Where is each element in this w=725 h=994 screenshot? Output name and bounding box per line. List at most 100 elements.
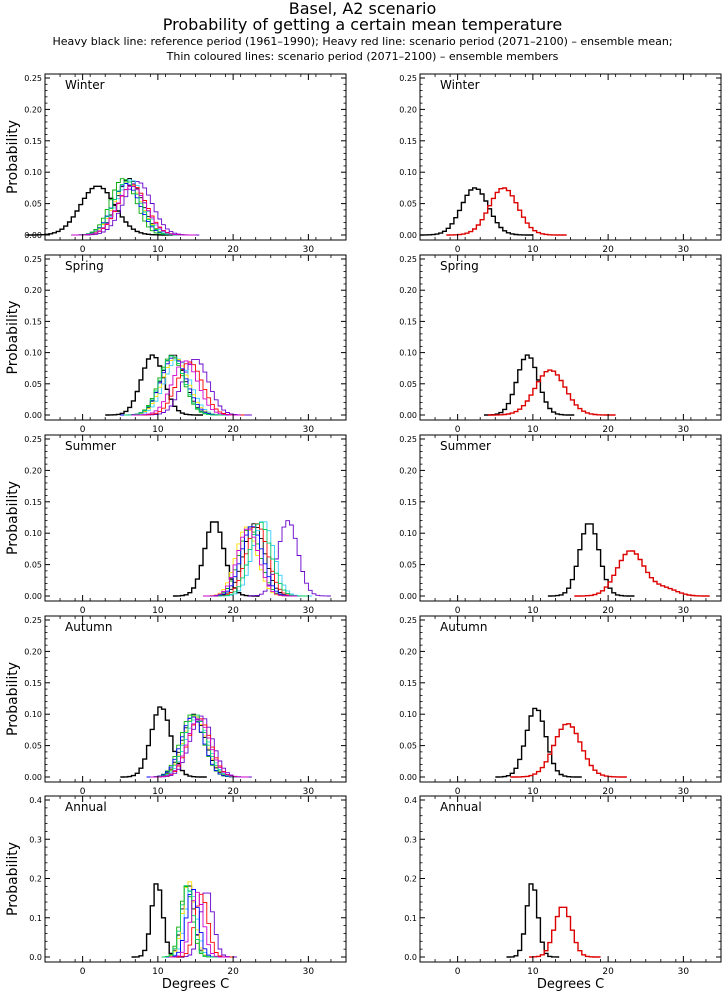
axes-frame-left-winter [44,73,347,241]
series-right-summer-reference-0 [547,523,635,597]
ytick-label-right-winter: 0.00 [399,231,417,240]
panel-right-summer: 0.00 0.05 0.10 0.15 0.20 0.25 0 10 20 30 Summer [399,434,722,616]
xtick-label-left-spring: 0 [80,425,86,435]
ytick-label-right-spring: 0.00 [399,411,417,420]
ytick-label-left-summer: 0.10 [24,529,42,538]
xtick-label-left-winter: 30 [303,245,315,255]
series-left-autumn-member-6 [154,718,249,778]
xlabel-left-annual: Degrees C [162,977,229,992]
xtick-label-left-winter: 0 [80,245,86,255]
xtick-label-right-winter: 10 [527,245,539,255]
ytick-label-left-spring: 0.25 [24,255,42,264]
series-left-summer-member-9 [203,528,298,597]
axes-frame-left-summer [44,434,347,602]
season-label-right-annual: Annual [440,800,482,814]
series-left-spring-member-5 [124,357,234,416]
season-label-right-winter: Winter [440,78,480,92]
ytick-label-right-spring: 0.05 [399,380,417,389]
ytick-label-right-autumn: 0.25 [399,616,417,625]
xtick-label-right-annual: 10 [527,967,539,977]
series-left-summer-member-2 [248,520,331,597]
xtick-label-left-winter: 10 [152,245,164,255]
ytick-label-left-annual: 0.0 [29,953,42,962]
figure-subtitle: Probability of getting a certain mean te… [162,15,563,34]
xtick-label-right-summer: 10 [527,606,539,616]
ytick-label-right-winter: 0.20 [399,105,417,114]
xtick-label-right-annual: 0 [455,967,461,977]
xtick-label-right-summer: 30 [678,606,690,616]
ytick-label-right-autumn: 0.15 [399,679,417,688]
xtick-label-right-spring: 0 [455,425,461,435]
panel-right-winter: 0.00 0.05 0.10 0.15 0.20 0.25 0 10 20 30 Winter [399,73,722,255]
ytick-label-left-summer: 0.20 [24,466,42,475]
season-label-left-summer: Summer [65,439,116,453]
xlabel-right-annual: Degrees C [537,977,604,992]
ytick-label-left-spring: 0.00 [24,411,42,420]
series-left-spring-member-6 [135,361,245,416]
ytick-label-right-winter: 0.05 [399,200,417,209]
xtick-label-left-summer: 30 [303,606,315,616]
xtick-label-right-autumn: 0 [455,787,461,797]
ytick-label-right-annual: 0.4 [404,796,417,805]
panel-left-summer: 0.00 0.05 0.10 0.15 0.20 0.25 0 10 20 30 Summer Pro… [5,434,347,616]
ytick-label-left-autumn: 0.00 [24,773,42,782]
ytick-label-left-autumn: 0.15 [24,679,42,688]
xtick-label-left-spring: 10 [152,425,164,435]
panel-right-annual: 0.0 0.1 0.2 0.3 0.4 0 10 20 30 Annual Degrees C [404,795,722,992]
series-right-autumn-reference-0 [495,707,582,778]
ytick-label-right-summer: 0.05 [399,561,417,570]
series-left-winter-member-5 [71,181,188,236]
xtick-label-left-annual: 20 [227,967,239,977]
series-left-spring-reference-0 [105,354,203,416]
panel-left-annual: 0.0 0.1 0.2 0.3 0.4 0 10 20 30 Annual Probability D… [5,795,347,992]
panel-left-winter: 0.00 0.05 0.10 0.15 0.20 0.25 0 10 20 30 Winter Pro… [5,73,347,255]
ytick-label-right-summer: 0.20 [399,466,417,475]
ytick-label-left-annual: 0.1 [29,914,42,923]
panel-left-autumn: 0.00 0.05 0.10 0.15 0.20 0.25 0 10 20 30 Autumn Pro… [5,615,347,797]
xtick-label-right-autumn: 20 [602,787,614,797]
xtick-label-left-summer: 20 [227,606,239,616]
axes-frame-right-autumn [419,615,722,783]
ytick-label-right-annual: 0.3 [404,835,417,844]
season-label-right-spring: Spring [440,259,479,273]
xtick-label-right-spring: 10 [527,425,539,435]
season-label-left-spring: Spring [65,259,104,273]
ytick-label-right-autumn: 0.20 [399,647,417,656]
ytick-label-right-summer: 0.25 [399,435,417,444]
xtick-label-right-summer: 0 [455,606,461,616]
legend-note-line-2: Thin coloured lines: scenario period (20… [166,50,559,63]
ytick-label-left-summer: 0.05 [24,561,42,570]
series-right-winter-reference-0 [420,187,533,236]
ytick-label-right-summer: 0.00 [399,592,417,601]
ylabel-left-annual: Probability [5,842,21,916]
series-left-winter-reference-0 [26,185,173,236]
series-right-spring-scenario_mean-1 [487,369,616,416]
ytick-label-left-summer: 0.25 [24,435,42,444]
ylabel-left-summer: Probability [5,481,21,555]
ytick-label-left-winter: 0.00 [24,231,42,240]
ytick-label-left-winter: 0.10 [24,168,42,177]
ytick-label-left-winter: 0.05 [24,200,42,209]
panel-left-spring: 0.00 0.05 0.10 0.15 0.20 0.25 0 10 20 30 Spring Pro… [5,254,347,435]
ytick-label-right-autumn: 0.05 [399,742,417,751]
xtick-label-right-autumn: 30 [678,787,690,797]
ytick-label-right-spring: 0.20 [399,286,417,295]
figure-title: Basel, A2 scenario [288,0,437,18]
xtick-label-left-autumn: 20 [227,787,239,797]
xtick-label-right-autumn: 10 [527,787,539,797]
ytick-label-left-spring: 0.20 [24,286,42,295]
xtick-label-right-annual: 20 [602,967,614,977]
series-left-summer-reference-0 [172,521,260,597]
ytick-label-right-winter: 0.25 [399,74,417,83]
xtick-label-right-winter: 30 [678,245,690,255]
ytick-label-left-autumn: 0.20 [24,647,42,656]
ytick-label-right-summer: 0.10 [399,529,417,538]
series-left-summer-member-8 [218,521,309,597]
ytick-label-right-spring: 0.15 [399,317,417,326]
season-label-left-winter: Winter [65,78,105,92]
ytick-label-left-autumn: 0.25 [24,616,42,625]
axes-frame-left-autumn [44,615,347,783]
ytick-label-right-spring: 0.10 [399,349,417,358]
series-left-winter-member-9 [71,185,196,236]
